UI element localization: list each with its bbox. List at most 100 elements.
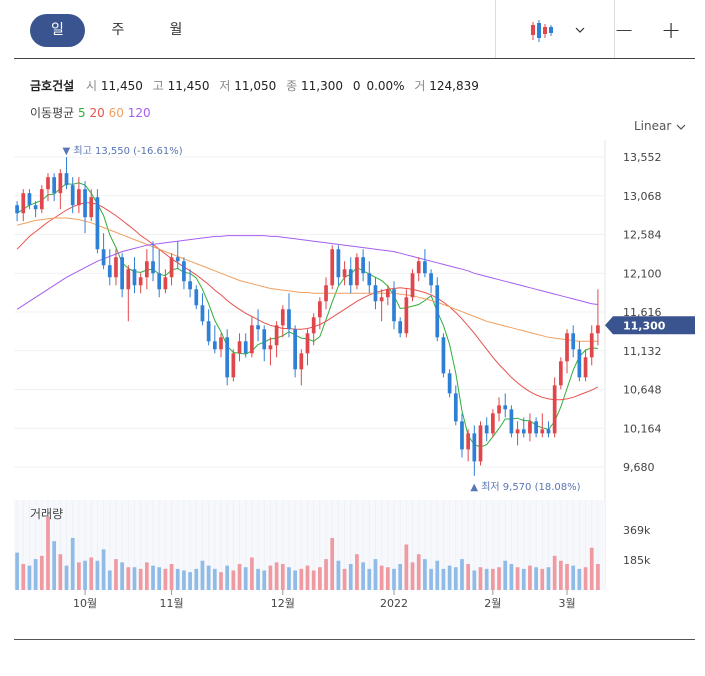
zoom-in-button[interactable]: + bbox=[660, 16, 682, 44]
y-tick-label: 10,164 bbox=[623, 422, 662, 435]
candle bbox=[583, 349, 588, 382]
volume-bar bbox=[175, 568, 180, 590]
candle-body bbox=[243, 341, 248, 354]
candle-body bbox=[355, 257, 359, 286]
candle bbox=[138, 273, 143, 294]
candle bbox=[379, 289, 384, 322]
chevron-down-icon bbox=[575, 27, 585, 33]
candle-body bbox=[577, 349, 582, 378]
volume-bar bbox=[379, 565, 384, 590]
candle-body bbox=[256, 325, 260, 330]
candle-body bbox=[361, 257, 365, 274]
volume-label: 거 bbox=[414, 79, 426, 93]
candle-body bbox=[410, 273, 415, 298]
volume-bar bbox=[423, 559, 427, 590]
volume-bar bbox=[534, 567, 538, 590]
candle-body bbox=[274, 325, 279, 346]
volume-bar bbox=[212, 568, 217, 590]
ma-120[interactable]: 120 bbox=[127, 106, 151, 120]
candle bbox=[416, 257, 421, 282]
candle bbox=[268, 337, 273, 366]
candle-body bbox=[367, 273, 372, 286]
candle-body bbox=[194, 289, 199, 306]
y-tick-label: 12,100 bbox=[623, 267, 662, 280]
price-chart[interactable]: 13,552 13,068 12,584 12,100 11,616 11,132 10,6… bbox=[0, 0, 705, 640]
candle bbox=[311, 313, 316, 346]
volume-bar bbox=[466, 563, 471, 590]
candle-body bbox=[515, 429, 520, 434]
candle-body bbox=[552, 385, 557, 434]
volume-bar bbox=[509, 563, 514, 590]
candle-body bbox=[373, 285, 378, 302]
volume-bar bbox=[478, 567, 483, 590]
candle-body bbox=[583, 357, 588, 378]
candle bbox=[101, 233, 106, 270]
ma-60[interactable]: 60 bbox=[108, 106, 124, 120]
tab-daily[interactable]: 일 bbox=[30, 14, 85, 47]
candle-body bbox=[379, 297, 384, 302]
candle-body bbox=[200, 305, 205, 322]
chevron-down-icon bbox=[676, 124, 686, 130]
volume-bar bbox=[114, 559, 118, 590]
volume-bar bbox=[497, 567, 501, 590]
y-tick-label: 9,680 bbox=[623, 461, 655, 474]
candle bbox=[410, 269, 415, 302]
volume-bar bbox=[33, 559, 38, 590]
candle bbox=[373, 277, 378, 310]
candle-body bbox=[144, 261, 149, 278]
candle bbox=[46, 173, 50, 202]
candle bbox=[39, 185, 44, 214]
volume-bar bbox=[39, 555, 44, 590]
close-value: 11,300 bbox=[300, 79, 343, 93]
high-label: 고 bbox=[152, 79, 164, 93]
volume-bar bbox=[15, 552, 19, 590]
candle-body bbox=[89, 197, 94, 218]
tab-weekly[interactable]: 주 bbox=[111, 22, 125, 38]
volume-bar bbox=[256, 568, 260, 590]
y-tick-label: 12,584 bbox=[623, 229, 662, 242]
candle bbox=[58, 169, 63, 210]
tab-monthly[interactable]: 월 bbox=[169, 22, 183, 38]
ma-5[interactable]: 5 bbox=[78, 106, 86, 120]
candle bbox=[27, 189, 32, 210]
volume-bar bbox=[89, 557, 94, 590]
volume-bar bbox=[416, 554, 421, 590]
scale-dropdown[interactable]: Linear bbox=[634, 119, 687, 133]
current-price-label: 11,300 bbox=[623, 319, 666, 332]
candle bbox=[484, 417, 489, 442]
volume-bar bbox=[70, 537, 75, 590]
volume-tick-label: 369k bbox=[623, 524, 651, 537]
volume-bar bbox=[348, 563, 353, 590]
candle bbox=[126, 265, 131, 322]
candle-body bbox=[237, 341, 242, 354]
candle-body bbox=[497, 405, 501, 414]
chart-type-dropdown[interactable] bbox=[512, 14, 598, 47]
candle bbox=[212, 325, 217, 354]
volume-bar bbox=[27, 565, 32, 590]
y-tick-label: 13,068 bbox=[623, 190, 662, 203]
volume-bar bbox=[367, 568, 372, 590]
candle-body bbox=[175, 257, 180, 262]
candle bbox=[280, 305, 285, 338]
x-tick-label: 11월 bbox=[160, 597, 184, 610]
candle bbox=[447, 369, 452, 398]
ma-20[interactable]: 20 bbox=[89, 106, 105, 120]
high-annotation: ▼ 최고 13,550 (-16.61%) bbox=[63, 145, 183, 157]
volume-bar bbox=[515, 567, 520, 590]
volume-bar bbox=[120, 562, 124, 590]
candle bbox=[77, 177, 81, 214]
volume-bar bbox=[528, 565, 532, 590]
candle bbox=[188, 269, 192, 298]
volume-bar bbox=[64, 565, 69, 590]
zoom-out-button[interactable]: − bbox=[613, 16, 635, 44]
volume-bar bbox=[225, 565, 230, 590]
candle bbox=[287, 293, 291, 338]
volume-bar bbox=[447, 565, 452, 590]
candle bbox=[219, 333, 223, 358]
y-tick-label: 11,616 bbox=[623, 306, 662, 319]
volume-bar bbox=[460, 559, 464, 590]
candle-body bbox=[429, 273, 433, 286]
toolbar-divider bbox=[495, 0, 496, 58]
candle bbox=[558, 357, 563, 390]
candle-body bbox=[466, 433, 471, 450]
